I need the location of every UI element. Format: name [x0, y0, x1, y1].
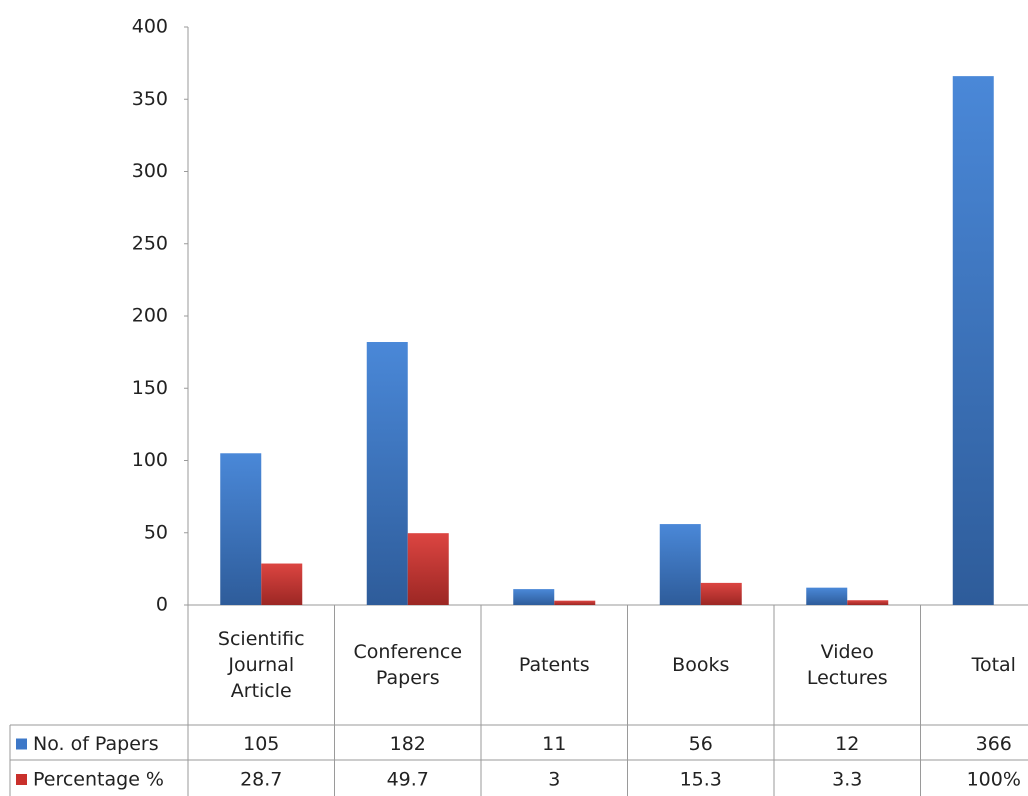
- table-value: 15.3: [680, 769, 722, 791]
- legend-label: No. of Papers: [33, 733, 159, 755]
- y-tick-label: 50: [144, 521, 168, 543]
- y-tick-label: 200: [132, 305, 168, 327]
- y-tick-label: 350: [132, 88, 168, 110]
- table-value: 105: [243, 733, 279, 755]
- table-value: 3.3: [832, 769, 862, 791]
- x-tick-label: Video Lectures: [807, 641, 888, 689]
- bar: [700, 582, 742, 605]
- table-value: 28.7: [240, 769, 282, 791]
- legend-swatch: [16, 738, 27, 750]
- bar: [554, 600, 596, 605]
- table-value: 366: [976, 733, 1012, 755]
- x-tick-label: Conference Papers: [353, 641, 462, 689]
- table-value: 49.7: [387, 769, 429, 791]
- bar: [806, 587, 848, 605]
- y-tick-label: 100: [132, 449, 168, 471]
- table-value: 12: [835, 733, 859, 755]
- y-tick-label: 300: [132, 160, 168, 182]
- bar: [513, 589, 555, 605]
- table-value: 3: [548, 769, 560, 791]
- table-value: 100%: [967, 769, 1021, 791]
- y-tick-label: 0: [156, 594, 168, 616]
- bar: [847, 600, 889, 605]
- table-value: 56: [689, 733, 713, 755]
- bar: [952, 76, 994, 605]
- x-tick-label: Scientific Journal Article: [218, 628, 305, 702]
- legend-label: Percentage %: [33, 769, 164, 791]
- x-tick-label: Books: [672, 654, 729, 676]
- bar: [366, 342, 408, 605]
- bar: [261, 563, 303, 605]
- bar: [659, 524, 701, 605]
- legend-swatch: [16, 774, 27, 785]
- table-value: 11: [542, 733, 566, 755]
- bar: [407, 533, 449, 605]
- x-tick-label: Total: [971, 654, 1016, 676]
- table-value: 182: [390, 733, 426, 755]
- y-tick-label: 250: [132, 232, 168, 254]
- bar: [220, 453, 262, 605]
- y-tick-label: 400: [132, 16, 168, 38]
- x-tick-label: Patents: [519, 654, 590, 676]
- y-tick-label: 150: [132, 377, 168, 399]
